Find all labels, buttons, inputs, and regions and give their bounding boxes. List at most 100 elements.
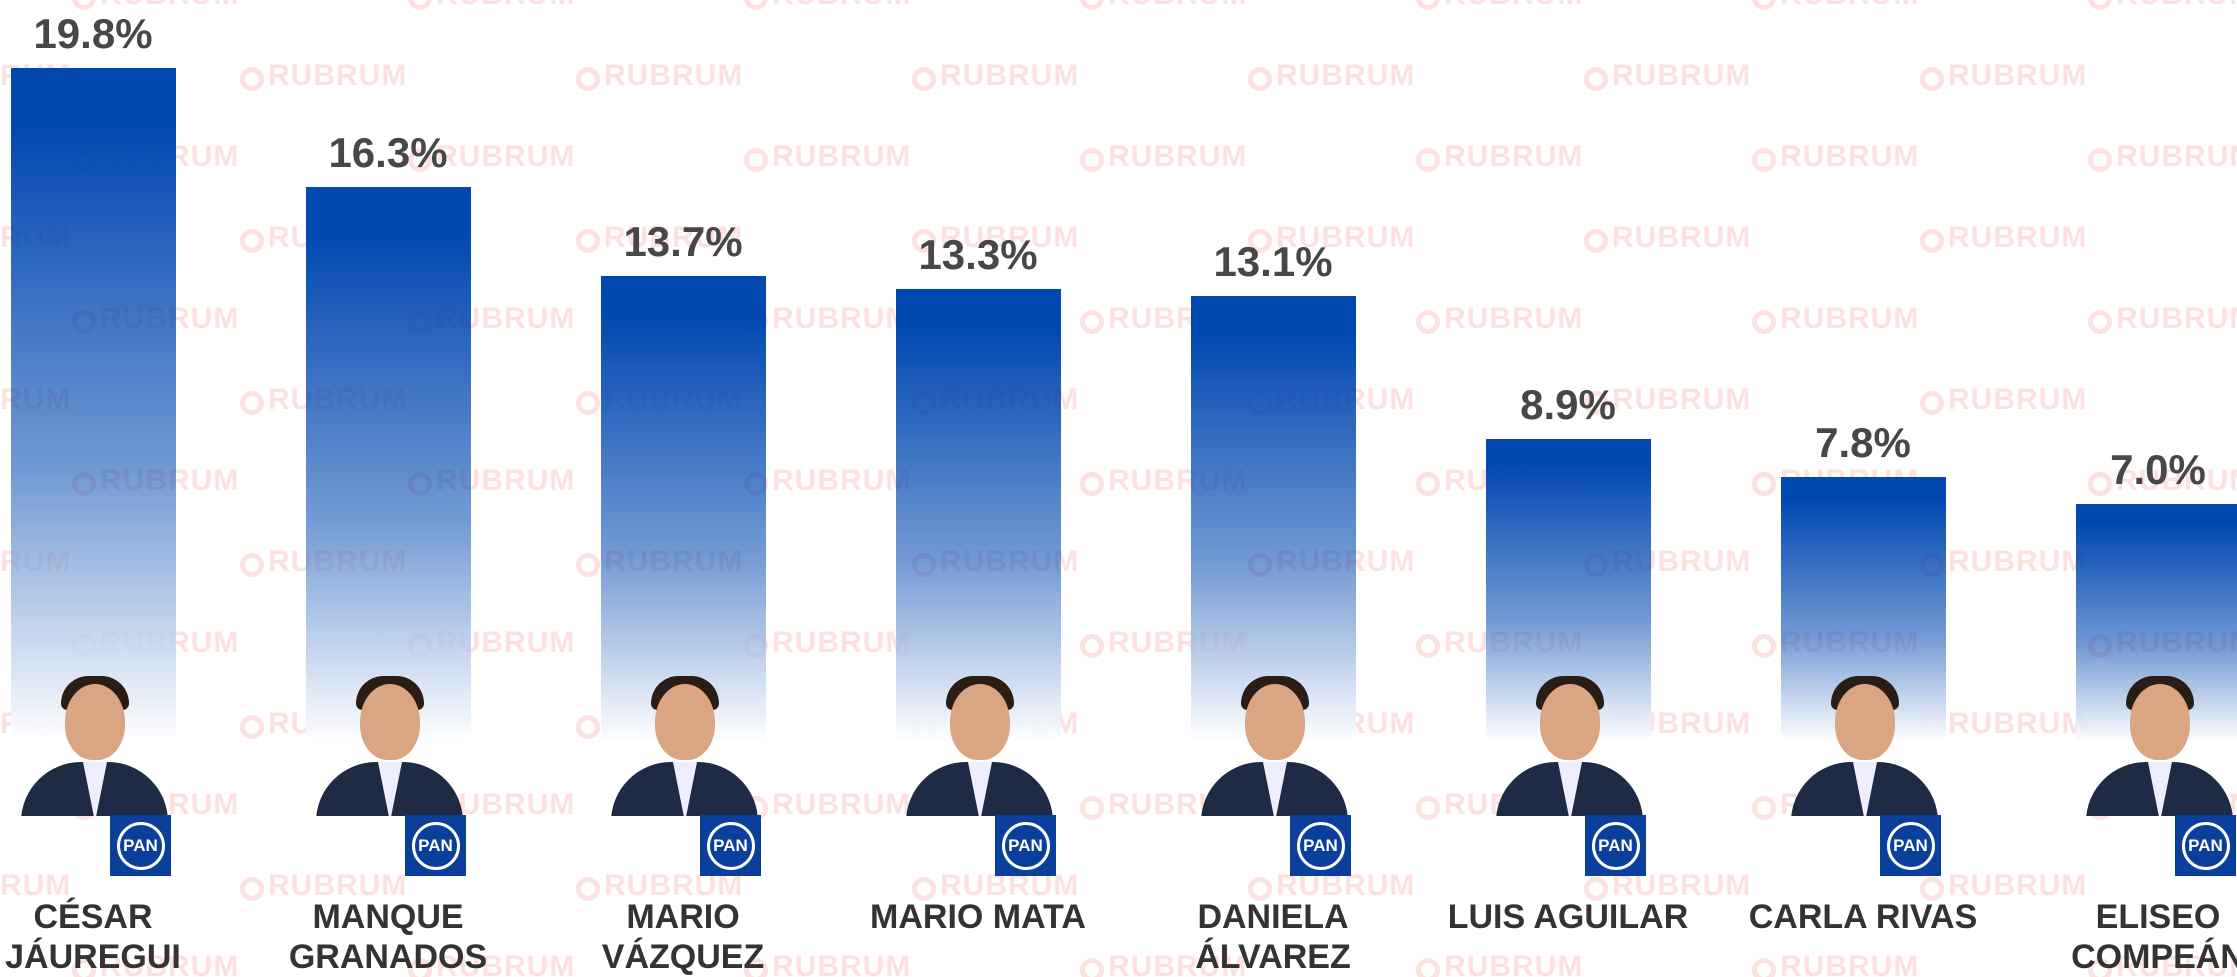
bar bbox=[306, 187, 471, 742]
watermark: RUBRUM bbox=[576, 59, 743, 93]
candidate-photo bbox=[906, 670, 1053, 816]
candidate-photo bbox=[2086, 670, 2233, 816]
watermark: RUBRUM bbox=[744, 302, 911, 336]
party-logo: PAN bbox=[2175, 815, 2236, 876]
bar bbox=[1191, 296, 1356, 742]
party-logo-text: PAN bbox=[116, 821, 165, 870]
watermark: RUBRUM bbox=[2088, 464, 2237, 498]
photo-part bbox=[360, 684, 420, 760]
photo-part bbox=[655, 684, 715, 760]
candidate-photo bbox=[1496, 670, 1643, 816]
watermark: RUBRUM bbox=[0, 869, 71, 903]
watermark: RUBRUM bbox=[408, 0, 575, 12]
watermark: RUBRUM bbox=[1416, 302, 1583, 336]
watermark: RUBRUM bbox=[912, 59, 1079, 93]
value-label: 7.0% bbox=[2110, 445, 2206, 493]
candidate-name: LUIS AGUILAR bbox=[1447, 898, 1689, 936]
watermark: RUBRUM bbox=[1920, 383, 2087, 417]
party-logo: PAN bbox=[995, 815, 1056, 876]
watermark: RUBRUM bbox=[1080, 140, 1247, 174]
watermark: RUBRUM bbox=[744, 788, 911, 822]
watermark: RUBRUM bbox=[744, 0, 911, 12]
candidate-photo bbox=[1791, 670, 1938, 816]
photo-part bbox=[1835, 684, 1895, 760]
candidate-name: CÉSAR JÁUREGUI bbox=[5, 898, 181, 976]
party-logo: PAN bbox=[700, 815, 761, 876]
watermark: RUBRUM bbox=[1080, 950, 1247, 977]
party-logo: PAN bbox=[1290, 815, 1351, 876]
watermark: RUBRUM bbox=[744, 464, 911, 498]
watermark: RUBRUM bbox=[1920, 59, 2087, 93]
value-label: 7.8% bbox=[1815, 418, 1911, 466]
watermark: RUBRUM bbox=[1416, 950, 1583, 977]
photo-part bbox=[1245, 684, 1305, 760]
photo-part bbox=[950, 684, 1010, 760]
watermark: RUBRUM bbox=[1248, 59, 1415, 93]
watermark: RUBRUM bbox=[576, 221, 743, 255]
watermark: RUBRUM bbox=[72, 950, 239, 977]
candidate-photo bbox=[316, 670, 463, 816]
party-logo-text: PAN bbox=[1886, 821, 1935, 870]
watermark: RUBRUM bbox=[2088, 302, 2237, 336]
party-logo-text: PAN bbox=[1001, 821, 1050, 870]
watermark: RUBRUM bbox=[1416, 0, 1583, 12]
value-label: 13.3% bbox=[918, 231, 1038, 279]
watermark: RUBRUM bbox=[1584, 59, 1751, 93]
value-label: 13.7% bbox=[623, 217, 743, 265]
watermark: RUBRUM bbox=[744, 140, 911, 174]
photo-part bbox=[1540, 684, 1600, 760]
watermark: RUBRUM bbox=[1752, 0, 1919, 12]
watermark: RUBRUM bbox=[1080, 0, 1247, 12]
watermark: RUBRUM bbox=[744, 950, 911, 977]
candidate-name: MANQUE GRANADOS bbox=[288, 898, 488, 976]
watermark: RUBRUM bbox=[2088, 950, 2237, 977]
value-label: 8.9% bbox=[1520, 381, 1616, 429]
watermark: RUBRUM bbox=[408, 140, 575, 174]
watermark: RUBRUM bbox=[1920, 707, 2087, 741]
watermark: RUBRUM bbox=[240, 869, 407, 903]
candidate-name: DANIELA ÁLVAREZ bbox=[1195, 898, 1351, 976]
candidate-name: ELISEO COMPEÁN bbox=[2071, 898, 2237, 976]
watermark: RUBRUM bbox=[1416, 140, 1583, 174]
candidate-name: MARIO MATA bbox=[870, 898, 1086, 936]
bar bbox=[896, 289, 1061, 742]
watermark: RUBRUM bbox=[72, 0, 239, 12]
watermark: RUBRUM bbox=[1920, 869, 2087, 903]
party-logo-text: PAN bbox=[706, 821, 755, 870]
value-label: 19.8% bbox=[33, 10, 153, 58]
watermark: RUBRUM bbox=[1752, 140, 1919, 174]
watermark: RUBRUM bbox=[408, 950, 575, 977]
candidate-photo bbox=[21, 670, 168, 816]
party-logo-text: PAN bbox=[2181, 821, 2230, 870]
watermark: RUBRUM bbox=[912, 221, 1079, 255]
candidate-name: MARIO VÁZQUEZ bbox=[601, 898, 765, 976]
value-label: 16.3% bbox=[328, 129, 448, 177]
watermark: RUBRUM bbox=[744, 626, 911, 660]
candidate-photo bbox=[611, 670, 758, 816]
watermark: RUBRUM bbox=[1920, 221, 2087, 255]
watermark: RUBRUM bbox=[1584, 383, 1751, 417]
bar bbox=[601, 275, 766, 742]
value-label: 13.1% bbox=[1213, 238, 1333, 286]
watermark: RUBRUM bbox=[240, 59, 407, 93]
party-logo: PAN bbox=[1880, 815, 1941, 876]
party-logo-text: PAN bbox=[1591, 821, 1640, 870]
watermark: RUBRUM bbox=[2088, 0, 2237, 12]
party-logo-text: PAN bbox=[1296, 821, 1345, 870]
candidate-photo bbox=[1201, 670, 1348, 816]
photo-part bbox=[65, 684, 125, 760]
watermark: RUBRUM bbox=[1752, 950, 1919, 977]
party-logo-text: PAN bbox=[411, 821, 460, 870]
bar bbox=[11, 68, 176, 742]
candidate-name: CARLA RIVAS bbox=[1748, 898, 1978, 936]
watermark: RUBRUM bbox=[1584, 221, 1751, 255]
watermark: RUBRUM bbox=[1920, 545, 2087, 579]
party-logo: PAN bbox=[110, 815, 171, 876]
photo-part bbox=[2130, 684, 2190, 760]
watermark: RUBRUM bbox=[2088, 140, 2237, 174]
watermark: RUBRUM bbox=[1248, 221, 1415, 255]
party-logo: PAN bbox=[1585, 815, 1646, 876]
watermark: RUBRUM bbox=[1752, 302, 1919, 336]
